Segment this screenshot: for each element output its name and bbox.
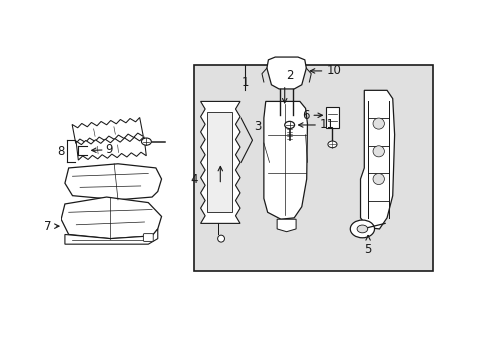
Text: 11: 11 bbox=[319, 118, 334, 131]
Circle shape bbox=[356, 225, 367, 233]
Polygon shape bbox=[72, 117, 143, 143]
Ellipse shape bbox=[372, 174, 384, 185]
Ellipse shape bbox=[372, 146, 384, 157]
Text: 1: 1 bbox=[241, 76, 248, 89]
Polygon shape bbox=[61, 197, 161, 239]
Bar bbox=[206, 112, 231, 212]
Polygon shape bbox=[264, 102, 307, 219]
Text: 9: 9 bbox=[105, 143, 113, 156]
FancyBboxPatch shape bbox=[143, 234, 153, 242]
Ellipse shape bbox=[217, 235, 224, 242]
Ellipse shape bbox=[372, 118, 384, 129]
Polygon shape bbox=[76, 137, 146, 160]
Polygon shape bbox=[65, 229, 158, 244]
Text: 8: 8 bbox=[58, 145, 65, 158]
Text: 3: 3 bbox=[254, 120, 261, 133]
Circle shape bbox=[141, 138, 151, 145]
Text: 4: 4 bbox=[190, 172, 197, 185]
Bar bbox=[193, 66, 432, 270]
Polygon shape bbox=[266, 57, 305, 89]
Text: 2: 2 bbox=[286, 69, 293, 82]
Text: 5: 5 bbox=[364, 243, 371, 256]
Circle shape bbox=[327, 141, 336, 148]
Circle shape bbox=[284, 121, 294, 129]
Polygon shape bbox=[360, 90, 394, 229]
Text: 7: 7 bbox=[44, 220, 52, 233]
Polygon shape bbox=[277, 219, 296, 232]
Polygon shape bbox=[200, 102, 240, 223]
Bar bbox=[326, 107, 338, 128]
Polygon shape bbox=[65, 164, 161, 200]
Circle shape bbox=[349, 220, 374, 238]
Text: 6: 6 bbox=[301, 109, 309, 122]
Text: 10: 10 bbox=[326, 64, 341, 77]
